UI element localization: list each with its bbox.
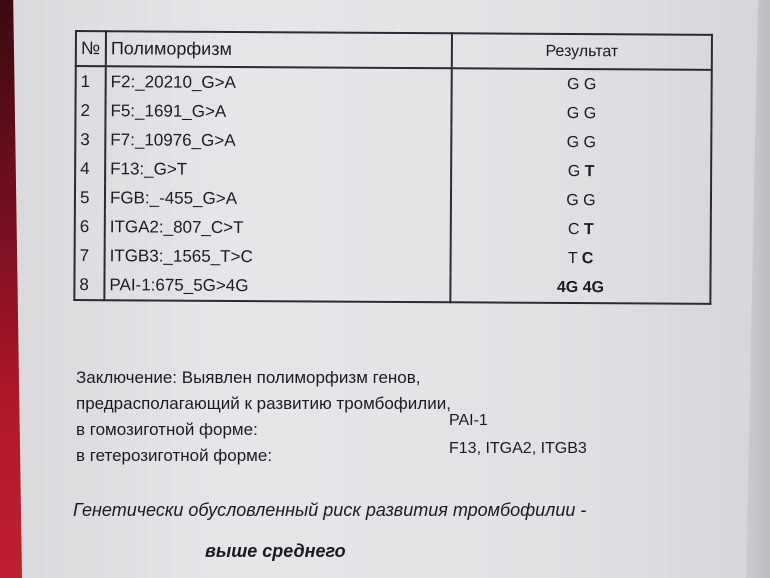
risk-statement: Генетически обусловленный риск развития … — [73, 500, 587, 520]
allele-2: G — [583, 133, 597, 151]
row-number: 1 — [75, 66, 106, 97]
allele-1: G — [566, 133, 580, 151]
row-number: 6 — [74, 212, 105, 242]
table-row: 4 F13:_G>T G T — [75, 154, 712, 187]
polymorphism-table: № Полиморфизм Результат 1 F2:_20210_G>A G … — [73, 30, 713, 305]
polymorphism-name: ITGB3:_1565_T>C — [104, 241, 451, 273]
genotype-result: C T — [450, 214, 711, 245]
table-row: 6 ITGA2:_807_C>T C T — [74, 212, 711, 245]
genotype-result: T C — [450, 243, 711, 274]
genotype-result: G G — [451, 68, 712, 100]
header-no: № — [75, 31, 106, 67]
background-red-fabric — [0, 0, 22, 578]
allele-2: C — [581, 249, 594, 267]
polymorphism-name: FGB:_-455_G>A — [104, 183, 452, 215]
conclusion-block: Заключение: Выявлен полиморфизм генов, п… — [76, 365, 451, 469]
genotype-result: G T — [451, 156, 712, 187]
table-row: 8 PAI-1:675_5G>4G 4G 4G — [74, 270, 711, 304]
allele-1: G — [566, 104, 580, 122]
allele-1: G — [566, 75, 580, 93]
risk-level: выше среднего — [205, 541, 346, 561]
allele-2: G — [583, 75, 597, 93]
row-number: 3 — [75, 125, 106, 155]
genotype-result: G G — [450, 185, 712, 216]
polymorphism-name: F7:_10976_G>A — [105, 125, 452, 157]
row-number: 7 — [74, 241, 105, 271]
polymorphism-name: ITGA2:_807_C>T — [104, 212, 451, 244]
conclusion-line-2: предрасполагающий к развитию тромбофилии… — [76, 394, 451, 413]
heterozygous-value: F13, ITGA2, ITGB3 — [449, 440, 587, 457]
allele-2: G — [583, 104, 597, 122]
allele-2: G — [583, 191, 596, 209]
polymorphism-name: F13:_G>T — [105, 154, 452, 186]
row-number: 5 — [74, 183, 106, 213]
allele-1: C — [567, 220, 580, 238]
polymorphism-name: PAI-1:675_5G>4G — [104, 270, 451, 303]
table-row: 2 F5:_1691_G>A G G — [75, 96, 712, 129]
allele-1: 4G — [556, 278, 579, 296]
row-number: 8 — [74, 270, 105, 301]
row-number: 2 — [75, 96, 106, 126]
row-number: 4 — [75, 154, 106, 184]
genotype-result: G G — [451, 127, 712, 158]
allele-1: G — [566, 191, 579, 209]
allele-1: G — [567, 162, 581, 180]
allele-1: T — [567, 249, 578, 267]
table-row: 7 ITGB3:_1565_T>C T C — [74, 241, 711, 274]
table-row: 3 F7:_10976_G>A G G — [75, 125, 712, 158]
polymorphism-name: F2:_20210_G>A — [105, 66, 452, 99]
heterozygous-label: в гетерозиготной форме: — [76, 446, 273, 465]
allele-2: T — [584, 162, 595, 180]
conclusion-line-1: Заключение: Выявлен полиморфизм генов, — [76, 368, 421, 387]
paper-edge-shadow — [746, 0, 770, 578]
header-result: Результат — [451, 33, 712, 70]
homozygous-label: в гомозиготной форме: — [76, 420, 258, 439]
allele-2: 4G — [582, 278, 605, 296]
header-polymorphism: Полиморфизм — [105, 31, 452, 69]
homozygous-value: PAI-1 — [449, 412, 488, 429]
genotype-result: 4G 4G — [450, 272, 711, 304]
table-header-row: № Полиморфизм Результат — [75, 31, 712, 70]
genotype-result: G G — [451, 98, 712, 129]
polymorphism-name: F5:_1691_G>A — [105, 96, 452, 128]
table-row: 5 FGB:_-455_G>A G G — [74, 183, 712, 216]
allele-2: T — [583, 220, 594, 238]
table-row: 1 F2:_20210_G>A G G — [75, 66, 712, 100]
